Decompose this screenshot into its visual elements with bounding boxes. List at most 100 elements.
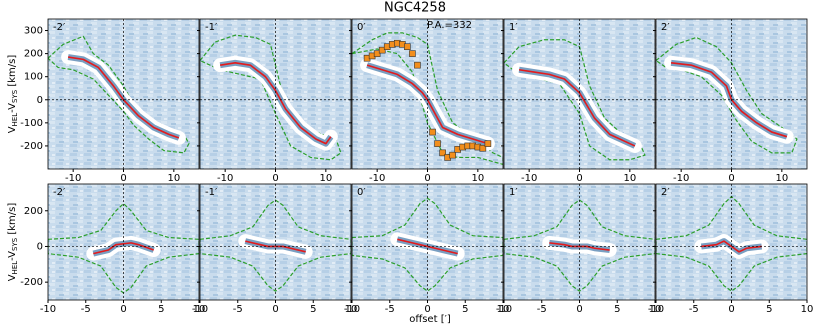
panel-label: 1′ xyxy=(509,22,518,33)
x-tick-label: 10 xyxy=(193,304,206,315)
model-curve xyxy=(701,240,762,253)
x-tick-label: -10 xyxy=(521,173,537,184)
x-tick-label: 10 xyxy=(167,173,180,184)
y-tick-label: -100 xyxy=(20,118,43,129)
panel xyxy=(200,184,351,300)
x-tick-label: 0 xyxy=(272,304,278,315)
x-tick-label: -10 xyxy=(65,173,81,184)
contour-line xyxy=(200,34,342,161)
marker xyxy=(404,43,411,50)
model-curve xyxy=(93,242,154,255)
x-tick-label: 10 xyxy=(345,304,358,315)
x-tick-label: 10 xyxy=(775,173,788,184)
x-tick-label: 10 xyxy=(497,304,510,315)
x-tick-label: 5 xyxy=(310,304,316,315)
panel-label: 2′ xyxy=(661,187,670,198)
model-curve xyxy=(245,240,306,253)
marker xyxy=(373,50,381,57)
contour-line xyxy=(504,199,655,292)
panel xyxy=(504,184,655,300)
x-tick-label: -10 xyxy=(369,173,385,184)
model-curve xyxy=(549,242,610,251)
y-axis-label-part: [km/s] xyxy=(7,55,18,90)
x-tick-label: 0 xyxy=(120,304,126,315)
panel xyxy=(352,19,503,169)
x-axis-label: offset [′] xyxy=(409,314,451,325)
x-tick-label: -10 xyxy=(496,304,512,315)
y-axis-label: VHEL-VSYS [km/s] xyxy=(7,55,19,134)
panel xyxy=(48,184,199,300)
x-tick-label: -10 xyxy=(648,304,664,315)
marker xyxy=(429,128,436,136)
y-tick-label: 300 xyxy=(24,26,43,37)
x-tick-label: 0 xyxy=(728,173,734,184)
y-tick-label: 200 xyxy=(24,206,43,217)
x-tick-label: 10 xyxy=(623,173,636,184)
x-tick-label: 10 xyxy=(801,304,814,315)
x-tick-label: -5 xyxy=(81,304,91,315)
panel-label: -2′ xyxy=(53,22,66,33)
marker xyxy=(378,46,386,54)
x-tick-label: 5 xyxy=(766,304,772,315)
contour-line xyxy=(200,199,351,292)
panel-label: -1′ xyxy=(205,22,218,33)
y-tick-label: 0 xyxy=(37,241,43,252)
panel-label: 1′ xyxy=(509,187,518,198)
x-tick-label: 10 xyxy=(471,173,484,184)
panel xyxy=(200,19,351,169)
marker xyxy=(484,140,492,147)
y-tick-label: 100 xyxy=(24,72,43,83)
y-axis-label-part: -V xyxy=(7,251,18,261)
x-tick-label: 0 xyxy=(424,304,430,315)
y-axis-label-part: V xyxy=(7,274,18,281)
x-tick-label: -10 xyxy=(40,304,56,315)
contour-line xyxy=(48,35,190,154)
y-axis-label-part: SYS xyxy=(11,89,19,103)
panel-label: 2′ xyxy=(661,22,670,33)
x-tick-label: -10 xyxy=(217,173,233,184)
x-tick-label: 10 xyxy=(649,304,662,315)
x-tick-label: 0 xyxy=(728,304,734,315)
model-curve xyxy=(397,238,458,255)
y-axis-label-part: HEL xyxy=(11,261,19,275)
x-tick-label: 0 xyxy=(576,173,582,184)
panel xyxy=(504,19,655,169)
y-tick-label: -200 xyxy=(20,141,43,152)
y-axis-label: VHEL-VSYS [km/s] xyxy=(7,203,19,282)
x-tick-label: -10 xyxy=(673,173,689,184)
marker xyxy=(414,61,421,69)
panel xyxy=(48,19,199,169)
y-axis-label-part: HEL xyxy=(11,113,19,127)
y-tick-label: 200 xyxy=(24,49,43,60)
marker xyxy=(439,149,446,157)
x-tick-label: -5 xyxy=(689,304,699,315)
contour-line xyxy=(48,203,199,294)
panel xyxy=(656,19,807,169)
figure-title: NGC4258 xyxy=(384,1,446,16)
x-tick-label: 5 xyxy=(462,304,468,315)
panel-label: -2′ xyxy=(53,187,66,198)
x-tick-label: -5 xyxy=(233,304,243,315)
y-axis-label-part: -V xyxy=(7,103,18,113)
contour-line xyxy=(656,36,798,154)
panel-label: -1′ xyxy=(205,187,218,198)
x-tick-label: 0 xyxy=(120,173,126,184)
x-tick-label: -10 xyxy=(192,304,208,315)
x-tick-label: -10 xyxy=(344,304,360,315)
x-tick-label: 5 xyxy=(158,304,164,315)
x-tick-label: 5 xyxy=(614,304,620,315)
y-axis-label-part: V xyxy=(7,126,18,133)
x-tick-label: 0 xyxy=(272,173,278,184)
x-tick-label: -5 xyxy=(385,304,395,315)
x-tick-label: 0 xyxy=(576,304,582,315)
panel xyxy=(656,184,807,300)
y-axis-label-part: [km/s] xyxy=(7,203,18,238)
y-tick-label: 0 xyxy=(37,95,43,106)
contour-line xyxy=(656,195,807,292)
x-tick-label: -5 xyxy=(537,304,547,315)
y-tick-label: -200 xyxy=(20,277,43,288)
marker xyxy=(449,151,456,159)
panel xyxy=(352,184,503,300)
annotation: P.A.=332 xyxy=(427,20,472,31)
